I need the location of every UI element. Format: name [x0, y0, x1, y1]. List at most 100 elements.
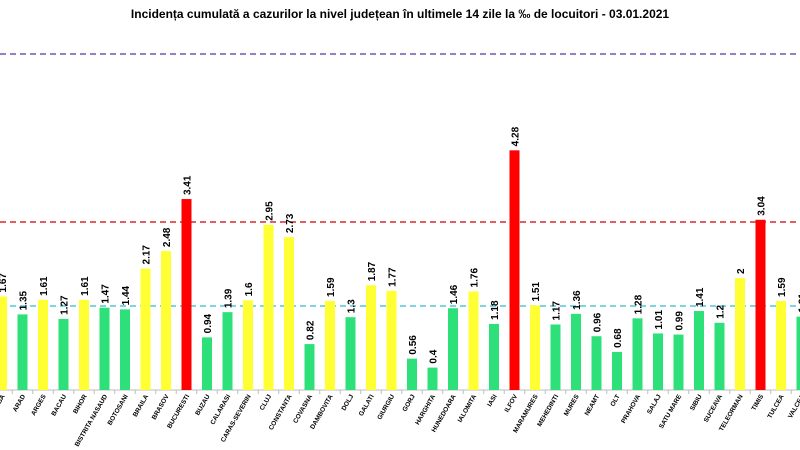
- data-label: 4.28: [511, 126, 522, 146]
- x-tick-label: BUZAU: [194, 393, 212, 416]
- bar: [222, 312, 233, 390]
- x-tick-label: VALCEA: [787, 393, 800, 419]
- data-label: 1.76: [470, 268, 481, 288]
- x-tick-label: COVASNA: [292, 393, 314, 424]
- x-tick-label: NEAMT: [584, 393, 602, 417]
- x-tick-label: TULCEA: [766, 393, 785, 420]
- data-label: 0.99: [675, 311, 686, 331]
- x-tick-label: CALARASI: [209, 393, 232, 426]
- bar: [571, 313, 581, 390]
- data-label: 0.4: [429, 349, 440, 363]
- data-label: 1.18: [490, 300, 501, 320]
- bar: [776, 300, 786, 390]
- data-label: 1.27: [60, 295, 71, 315]
- bar: [468, 291, 479, 390]
- bar: [489, 323, 499, 390]
- data-label: 1.51: [531, 282, 542, 302]
- data-label: 3.04: [757, 196, 768, 216]
- x-tick-label: GORJ: [401, 393, 416, 413]
- bar: [694, 311, 704, 390]
- data-label: 1.61: [39, 276, 50, 296]
- data-label: 0.68: [613, 328, 624, 348]
- bar: [448, 308, 458, 390]
- data-label: 1.46: [449, 284, 460, 304]
- bar: [530, 305, 540, 390]
- bar: [325, 300, 335, 390]
- bar: [714, 322, 725, 390]
- bar: [161, 251, 171, 390]
- bar: [673, 334, 684, 390]
- data-label: 1.2: [716, 304, 727, 318]
- data-label: 1.17: [552, 301, 563, 321]
- bar: [38, 299, 48, 390]
- data-label: 1.01: [654, 310, 665, 330]
- x-tick-label: BRASOV: [151, 393, 171, 421]
- x-tick-label: HARGHITA: [414, 393, 437, 426]
- x-tick-label: IALOMITA: [457, 393, 479, 424]
- data-label: 2: [736, 268, 747, 274]
- bar: [632, 318, 643, 390]
- bar: [653, 333, 663, 390]
- data-label: 1.39: [224, 288, 235, 308]
- bar: [755, 219, 766, 390]
- bar: [612, 351, 622, 390]
- bar: [366, 285, 376, 390]
- x-tick-label: GALATI: [358, 393, 376, 417]
- bar: [120, 309, 130, 390]
- x-tick-label: DOLJ: [340, 393, 355, 412]
- bar: [304, 344, 315, 390]
- x-tick-label: ILFOV: [504, 393, 520, 414]
- data-label: 1.87: [367, 261, 378, 281]
- bar: [263, 224, 274, 390]
- data-label: 0.96: [593, 312, 604, 332]
- x-tick-label: BOTOSANI: [107, 393, 130, 426]
- data-label: 0.82: [306, 320, 317, 340]
- data-label: 1.77: [388, 267, 399, 287]
- data-label: 1.35: [19, 290, 30, 310]
- x-tick-label: SIBIU: [689, 393, 704, 412]
- bar: [550, 324, 561, 390]
- bar: [427, 367, 438, 390]
- data-label: 1.36: [572, 290, 583, 310]
- x-tick-label: OLT: [609, 393, 621, 407]
- x-tick-label: TIMIS: [750, 393, 765, 412]
- bar: [243, 300, 253, 390]
- bar: [386, 290, 397, 390]
- data-label: 1.28: [634, 294, 645, 314]
- data-label: 1.61: [80, 276, 91, 296]
- data-label: 3.41: [183, 175, 194, 195]
- bar: [345, 317, 356, 390]
- x-tick-label: BUCURESTI: [166, 393, 191, 430]
- x-tick-label: SATU MARE: [658, 393, 683, 430]
- bar: [58, 318, 69, 390]
- data-label: 2.73: [285, 213, 296, 233]
- data-label: 1.67: [0, 273, 9, 293]
- x-tick-label: MEHEDINTI: [536, 393, 560, 428]
- bar: [79, 299, 89, 390]
- x-tick-label: BRAILA: [132, 393, 150, 418]
- x-tick-label: GIURGIU: [376, 393, 396, 421]
- x-tick-label: SALAJ: [646, 393, 663, 415]
- data-label: 2.17: [142, 245, 153, 265]
- x-tick-label: ARAD: [12, 393, 28, 413]
- bar: [796, 316, 800, 390]
- x-tick-label: IASI: [486, 393, 498, 408]
- bar: [591, 336, 602, 390]
- x-tick-label: MURES: [563, 393, 581, 417]
- data-label: 2.95: [265, 201, 276, 221]
- data-label: 1.44: [121, 285, 132, 305]
- bar: [284, 237, 294, 390]
- x-tick-label: SUCEAVA: [703, 393, 725, 423]
- bar: [181, 199, 192, 390]
- bar: [0, 296, 7, 390]
- bar: [509, 150, 520, 390]
- bar: [407, 358, 417, 390]
- data-label: 1.31: [798, 293, 800, 313]
- data-label: 2.48: [162, 227, 173, 247]
- data-label: 1.47: [101, 284, 112, 304]
- x-tick-label: BACAU: [50, 393, 68, 417]
- bar: [140, 268, 151, 390]
- data-label: 0.94: [203, 313, 214, 333]
- x-tick-label: ARGES: [30, 393, 48, 417]
